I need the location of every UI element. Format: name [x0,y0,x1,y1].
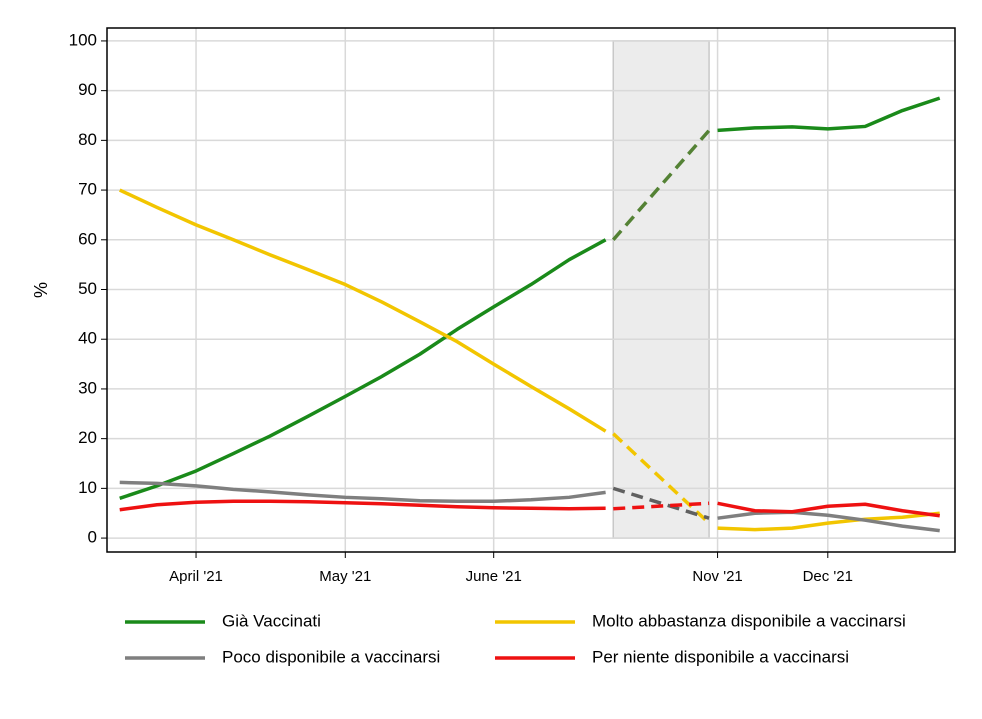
x-tick-label: May '21 [319,568,371,585]
y-tick-label: 100 [69,30,97,49]
series-line [119,499,606,512]
y-tick-label: 40 [78,329,97,348]
x-tick-label: Dec '21 [803,568,853,585]
y-tick-label: 20 [78,428,97,447]
y-tick-label: 0 [88,528,97,547]
series-line [717,510,940,533]
y-axis-label: % [31,282,51,298]
y-tick-label: 60 [78,229,97,248]
series-line [119,238,607,500]
x-tick-label: June '21 [466,568,522,585]
legend-label: Già Vaccinati [222,611,321,630]
x-tick-label: April '21 [169,568,223,585]
legend-label: Poco disponibile a vaccinarsi [222,647,440,666]
x-tick-label: Nov '21 [692,568,742,585]
series-line-dashed [611,129,711,241]
y-tick-label: 30 [78,378,97,397]
plot-frame [106,27,956,553]
y-tick-label: 80 [78,130,97,149]
legend-label: Per niente disponibile a vaccinarsi [592,647,849,666]
y-tick-label: 10 [78,478,97,497]
y-tick-label: 70 [78,180,97,199]
series-line [717,501,940,518]
y-tick-label: 50 [78,279,97,298]
series-line [119,480,606,504]
series-line-dashed [612,486,710,520]
y-tick-label: 90 [78,80,97,99]
series-line-dashed [612,432,711,525]
series-line [717,511,940,532]
series-line-dashed [613,501,710,511]
series-line [118,188,607,433]
series-line [717,96,941,133]
legend-label: Molto abbastanza disponibile a vaccinars… [592,611,906,630]
